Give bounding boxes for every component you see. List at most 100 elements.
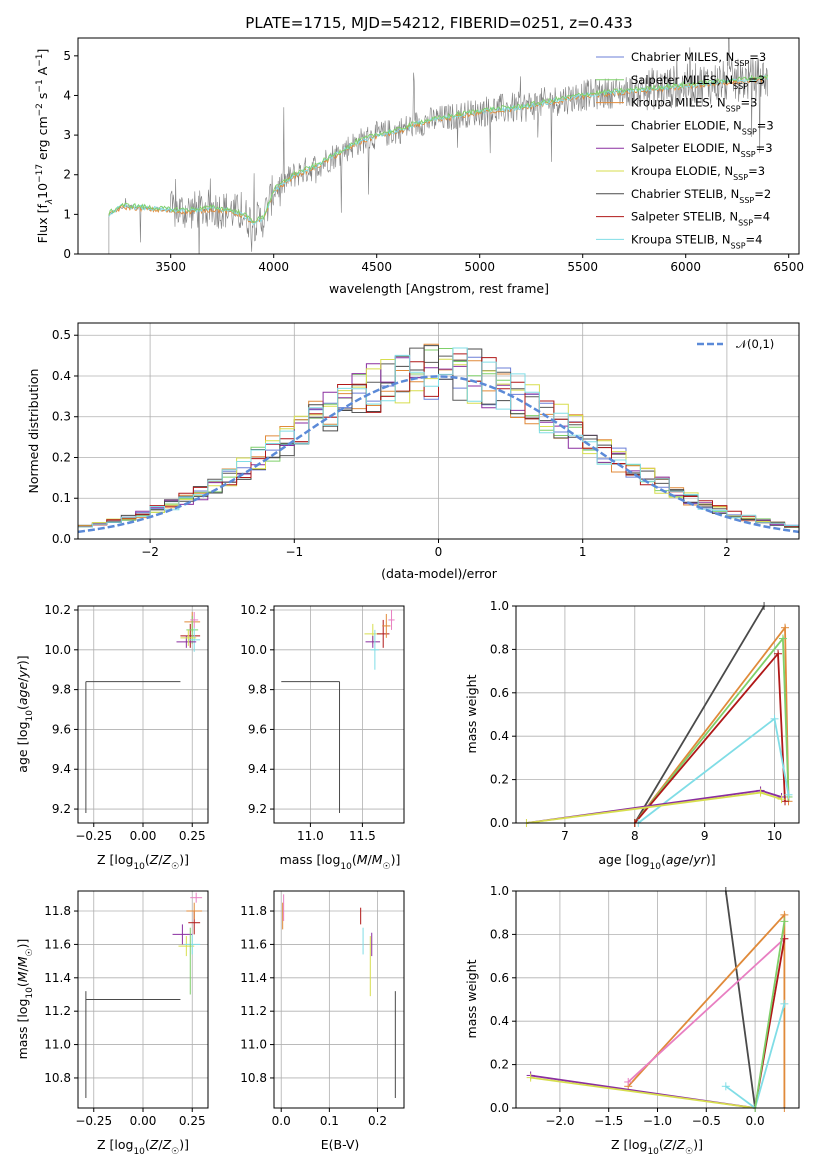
- age-vs-mass-panel: 11.0 11.5 9.2 9.4 9.6 9.8 10.0 10.2 mass [log10…: [240, 603, 405, 872]
- y-tick-label: 0.3: [52, 410, 71, 424]
- y-tick-label: 9.6: [52, 722, 71, 736]
- mass-vs-ebv-grid: 0.0 0.1 0.2 10.8 11.0 11.2 11.4 11.6 11.8: [240, 891, 404, 1128]
- x-tick-label: −0.5: [692, 1114, 721, 1128]
- y-tick-label: 9.8: [248, 683, 267, 697]
- residuals-ylabel: Normed distribution: [26, 369, 41, 494]
- x-tick-label: 0.00: [130, 1114, 157, 1128]
- residuals-xlabel: (data-model)/error: [381, 566, 498, 581]
- y-tick-label: 11.2: [44, 1004, 71, 1018]
- residuals-legend: 𝒩(0,1): [697, 337, 774, 351]
- figure-title: PLATE=1715, MJD=54212, FIBERID=0251, z=0…: [245, 14, 632, 32]
- mass-weight-vs-age-xlabel: age [log10(age/yr)]: [598, 852, 715, 872]
- legend-label: Salpeter STELIB, NSSP=4: [631, 210, 770, 228]
- residuals-panel: −2 −1 0 1 2 0.0 0.1 0.2 0.3 0.4 0.5 𝒩(0,1) (data-m…: [26, 322, 800, 581]
- residual-histogram: [78, 345, 799, 528]
- legend-label: Kroupa ELODIE, NSSP=3: [631, 164, 765, 182]
- spectrum-frame: [77, 37, 800, 255]
- y-tick-label: 0.6: [490, 971, 509, 985]
- age-vs-mass-frame: [273, 605, 405, 824]
- mass-weight-vs-metallicity-panel: −2.0 −1.5 −1.0 −0.5 0.0 0.0 0.2 0.4 0.6 0.8 1.0 Z …: [464, 884, 800, 1157]
- mass-vs-metallicity-frame: [77, 890, 209, 1109]
- spectrum-panel: PLATE=1715, MJD=54212, FIBERID=0251, z=0…: [35, 14, 804, 296]
- residuals-frame: [77, 322, 800, 540]
- age-vs-metallicity-frame: [77, 605, 209, 824]
- legend-label: Salpeter ELODIE, NSSP=3: [631, 141, 773, 159]
- spectrum-xlabel: wavelength [Angstrom, rest frame]: [329, 281, 549, 296]
- x-tick-label: 4500: [361, 260, 392, 274]
- mass-weight-vs-age-panel: 7 8 9 10 0.0 0.2 0.4 0.6 0.8 1.0 age [log10(age/y…: [464, 599, 800, 872]
- y-tick-label: 10.2: [240, 603, 267, 617]
- x-tick-label: −1.0: [643, 1114, 672, 1128]
- normal-curve: [78, 375, 799, 534]
- x-tick-label: 3500: [155, 260, 186, 274]
- x-tick-label: −0.25: [75, 829, 112, 843]
- age-vs-metallicity-panel: −0.25 0.00 0.25 9.2 9.4 9.6 9.8 10.0 10.2 Z [log…: [15, 603, 209, 872]
- spectrum-legend: Chabrier MILES, NSSP=3 Salpeter MILES, NS…: [596, 50, 774, 250]
- mass-vs-ebv-panel: 0.0 0.1 0.2 10.8 11.0 11.2 11.4 11.6 11.8 E(B-V): [240, 890, 405, 1152]
- y-tick-label: 0.6: [490, 686, 509, 700]
- age-vs-metallicity-ylabel: age [log10(age/yr)]: [15, 655, 35, 772]
- spectrum-ylabel: Flux [fλ10−17 erg cm−2 s−1 A−1]: [35, 49, 55, 244]
- mass-vs-metallicity-panel: −0.25 0.00 0.25 10.8 11.0 11.2 11.4 11.6 11.8 Z …: [15, 890, 209, 1157]
- y-tick-label: 0.5: [52, 328, 71, 342]
- x-tick-label: 0.25: [179, 829, 206, 843]
- mass-weight-vs-age-frame: [515, 605, 800, 824]
- mass-vs-ebv-xlabel: E(B-V): [321, 1137, 360, 1152]
- y-tick-label: 0.1: [52, 491, 71, 505]
- y-tick-label: 0.4: [52, 369, 71, 383]
- spectrum-ticks: 3500 4000 4500 5000 5500 6000 6500 0 1 2 3 4 5: [63, 49, 804, 274]
- x-tick-label: −2: [141, 545, 159, 559]
- mass-weight-vs-metallicity-ylabel: mass weight: [464, 959, 479, 1038]
- weight-line: [627, 938, 786, 1083]
- model-spectrum: [108, 76, 768, 224]
- legend-label: Kroupa STELIB, NSSP=4: [631, 232, 762, 250]
- x-tick-label: 0.25: [179, 1114, 206, 1128]
- x-tick-label: −1: [285, 545, 303, 559]
- y-tick-label: 11.0: [240, 1038, 267, 1052]
- y-tick-label: 11.8: [44, 904, 71, 918]
- age-vs-mass-xlabel: mass [log10(M/M☉)]: [280, 852, 401, 872]
- x-tick-label: 5500: [567, 260, 598, 274]
- mass-vs-metallicity-ylabel: mass [log10(M/M☉)]: [15, 939, 35, 1060]
- x-tick-label: 9: [701, 829, 709, 843]
- mass-weight-vs-metallicity-xlabel: Z [log10(Z/Z☉)]: [611, 1137, 703, 1157]
- normal-legend-label: 𝒩(0,1): [736, 337, 774, 351]
- age-vs-metallicity-points: [85, 611, 201, 814]
- mass-vs-metallicity-points: [85, 892, 203, 1098]
- y-tick-label: 11.6: [44, 937, 71, 951]
- spectrum-lines: [108, 38, 769, 254]
- y-tick-label: 1.0: [490, 599, 509, 613]
- x-tick-label: 5000: [464, 260, 495, 274]
- legend-label: Salpeter MILES, NSSP=3: [631, 73, 765, 91]
- y-tick-label: 11.4: [240, 971, 267, 985]
- y-tick-label: 0: [63, 247, 71, 261]
- y-tick-label: 2: [63, 168, 71, 182]
- mass-vs-metallicity-grid: −0.25 0.00 0.25 10.8 11.0 11.2 11.4 11.6 11.8: [44, 891, 208, 1128]
- y-tick-label: 9.4: [52, 762, 71, 776]
- y-tick-label: 0.2: [52, 450, 71, 464]
- x-tick-label: 0.2: [368, 1114, 387, 1128]
- y-tick-label: 0.8: [490, 642, 509, 656]
- y-tick-label: 9.6: [248, 722, 267, 736]
- y-tick-label: 0.2: [490, 773, 509, 787]
- residuals-grid: −2 −1 0 1 2 0.0 0.1 0.2 0.3 0.4 0.5: [52, 323, 799, 559]
- x-tick-label: 0: [435, 545, 443, 559]
- residual-histograms: [78, 343, 799, 534]
- y-tick-label: 0.0: [490, 1101, 509, 1115]
- weight-line: [634, 605, 765, 824]
- x-tick-label: 10: [767, 829, 782, 843]
- y-tick-label: 9.4: [248, 762, 267, 776]
- age-vs-mass-grid: 11.0 11.5 9.2 9.4 9.6 9.8 10.0 10.2: [240, 603, 404, 843]
- age-vs-mass-points: [281, 609, 395, 814]
- y-tick-label: 0.0: [52, 532, 71, 546]
- x-tick-label: 1: [579, 545, 587, 559]
- x-tick-label: 0.0: [272, 1114, 291, 1128]
- weight-line: [754, 921, 786, 1109]
- observed-spectrum: [108, 38, 768, 254]
- y-tick-label: 0.0: [490, 816, 509, 830]
- mass-vs-ebv-points: [282, 894, 396, 1098]
- x-tick-label: 4000: [258, 260, 289, 274]
- legend-label: Chabrier ELODIE, NSSP=3: [631, 118, 774, 136]
- legend-label: Chabrier STELIB, NSSP=2: [631, 187, 771, 205]
